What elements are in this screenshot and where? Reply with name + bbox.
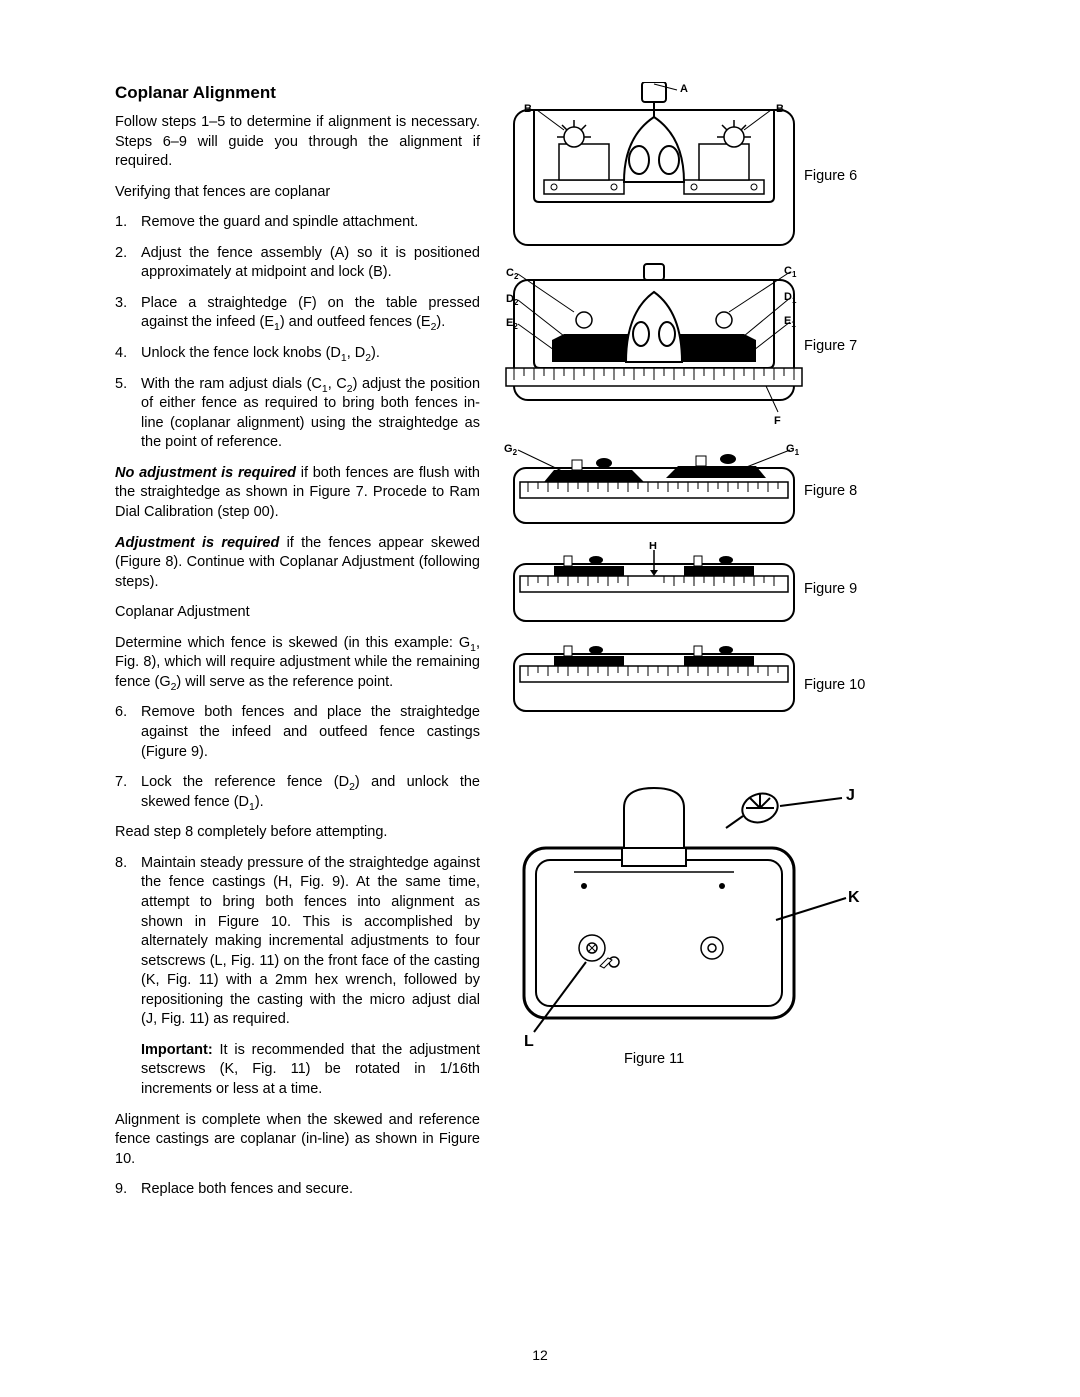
label-K: K bbox=[848, 889, 860, 906]
step-8-list: Maintain steady pressure of the straight… bbox=[115, 854, 480, 1030]
straightedge-ruler bbox=[506, 368, 802, 386]
figure-9: H Figure 9 bbox=[504, 542, 970, 630]
read-step8-note: Read step 8 completely before attempting… bbox=[115, 823, 480, 843]
text-column: Coplanar Alignment Follow steps 1–5 to d… bbox=[115, 82, 480, 1211]
verify-subheading: Verifying that fences are coplanar bbox=[115, 183, 480, 203]
step-9-list: Replace both fences and secure. bbox=[115, 1180, 480, 1200]
label-B-right: B bbox=[776, 103, 784, 115]
figure-column: A B B Figure 6 bbox=[504, 82, 970, 1211]
important-lead: Important: bbox=[141, 1042, 213, 1058]
figure-11-caption: Figure 11 bbox=[624, 1050, 684, 1070]
figure-11-svg: J K L bbox=[504, 768, 864, 1058]
steps-6-7-list: Remove both fences and place the straigh… bbox=[115, 703, 480, 812]
step-5: With the ram adjust dials (C1, C2) adjus… bbox=[115, 375, 480, 453]
svg-text:C1: C1 bbox=[784, 265, 797, 279]
label-H: H bbox=[649, 542, 657, 552]
svg-text:D1: D1 bbox=[784, 291, 797, 305]
intro-paragraph: Follow steps 1–5 to determine if alignme… bbox=[115, 113, 480, 172]
page-body: Coplanar Alignment Follow steps 1–5 to d… bbox=[115, 82, 970, 1211]
adjustment-required-paragraph: Adjustment is required if the fences app… bbox=[115, 534, 480, 593]
figure-7: C2 C1 D2 D1 E2 E1 F Figure 7 bbox=[504, 262, 970, 434]
no-adjust-lead: No adjustment is required bbox=[115, 465, 296, 481]
figure-8: G2 G1 Figure 8 bbox=[504, 444, 970, 532]
important-note: Important: It is recommended that the ad… bbox=[115, 1041, 480, 1100]
section-title: Coplanar Alignment bbox=[115, 82, 480, 105]
figure-11: J K L Figure 11 bbox=[504, 768, 970, 1068]
svg-text:G1: G1 bbox=[786, 444, 800, 457]
figure-10-svg bbox=[504, 640, 804, 716]
svg-text:C2: C2 bbox=[506, 267, 519, 281]
figure-6-caption: Figure 6 bbox=[804, 167, 857, 187]
figure-8-svg: G2 G1 bbox=[504, 444, 804, 526]
page-number: 12 bbox=[532, 1346, 548, 1365]
figure-9-caption: Figure 9 bbox=[804, 580, 857, 600]
svg-text:G2: G2 bbox=[504, 444, 518, 457]
no-adjustment-paragraph: No adjustment is required if both fences… bbox=[115, 464, 480, 523]
step-3: Place a straightedge (F) on the table pr… bbox=[115, 294, 480, 333]
coplanar-adjustment-subheading: Coplanar Adjustment bbox=[115, 603, 480, 623]
figure-10: Figure 10 bbox=[504, 640, 970, 728]
figure-6-svg: A B B bbox=[504, 82, 804, 250]
label-L: L bbox=[524, 1033, 534, 1050]
figure-9-svg: H bbox=[504, 542, 804, 624]
figure-6: A B B Figure 6 bbox=[504, 82, 970, 252]
step-9: Replace both fences and secure. bbox=[115, 1180, 480, 1200]
step-4: Unlock the fence lock knobs (D1, D2). bbox=[115, 344, 480, 364]
label-A: A bbox=[680, 83, 688, 95]
adjust-lead: Adjustment is required bbox=[115, 535, 279, 551]
step-8: Maintain steady pressure of the straight… bbox=[115, 854, 480, 1030]
figure-8-caption: Figure 8 bbox=[804, 482, 857, 502]
figure-7-caption: Figure 7 bbox=[804, 337, 857, 357]
step-6: Remove both fences and place the straigh… bbox=[115, 703, 480, 762]
steps-1-5-list: Remove the guard and spindle attachment.… bbox=[115, 213, 480, 453]
determine-paragraph: Determine which fence is skewed (in this… bbox=[115, 634, 480, 693]
step-2: Adjust the fence assembly (A) so it is p… bbox=[115, 244, 480, 283]
figure-7-svg: C2 C1 D2 D1 E2 E1 F bbox=[504, 262, 804, 432]
step-1: Remove the guard and spindle attachment. bbox=[115, 213, 480, 233]
figure-10-caption: Figure 10 bbox=[804, 676, 865, 696]
step-7: Lock the reference fence (D2) and unlock… bbox=[115, 773, 480, 812]
label-B-left: B bbox=[524, 103, 532, 115]
label-J: J bbox=[846, 787, 855, 804]
alignment-complete-paragraph: Alignment is complete when the skewed an… bbox=[115, 1111, 480, 1170]
label-F: F bbox=[774, 415, 781, 427]
